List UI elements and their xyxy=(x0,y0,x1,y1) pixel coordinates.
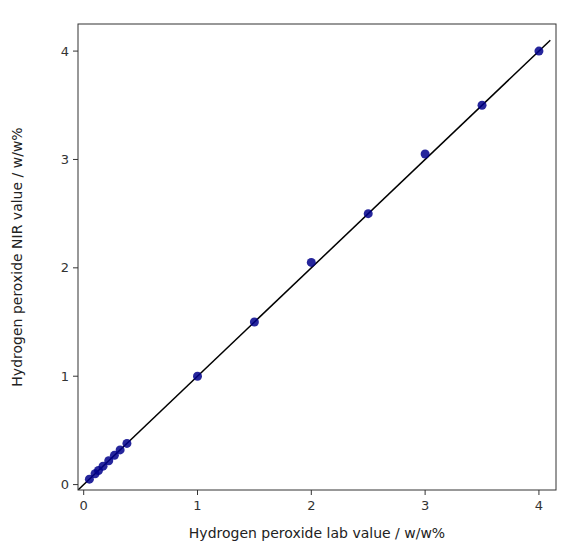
x-axis-label: Hydrogen peroxide lab value / w/w% xyxy=(189,525,445,541)
y-tick xyxy=(73,159,78,160)
y-tick-label: 0 xyxy=(61,477,69,492)
scatter-point xyxy=(478,101,487,110)
x-tick-label: 3 xyxy=(421,498,429,513)
scatter-point xyxy=(307,258,316,267)
x-tick-label: 0 xyxy=(80,498,88,513)
x-tick-label: 2 xyxy=(307,498,315,513)
y-tick xyxy=(73,484,78,485)
x-tick xyxy=(311,490,312,495)
scatter-point xyxy=(122,439,131,448)
plot-area xyxy=(78,40,550,490)
scatter-point xyxy=(193,372,202,381)
plot-frame xyxy=(78,24,556,490)
y-tick-label: 4 xyxy=(61,44,69,59)
x-tick-label: 1 xyxy=(193,498,201,513)
y-axis-label: Hydrogen peroxide NIR value / w/w% xyxy=(9,127,25,386)
y-tick-label: 2 xyxy=(61,260,69,275)
y-tick-label: 1 xyxy=(61,369,69,384)
scatter-point xyxy=(250,318,259,327)
y-tick xyxy=(73,51,78,52)
reference-line xyxy=(78,40,550,490)
x-tick xyxy=(538,490,539,495)
chart-container: 0 1 2 3 4 0 1 2 3 4 Hydrogen peroxide lab value / … xyxy=(0,0,580,556)
y-tick xyxy=(73,376,78,377)
chart: 0 1 2 3 4 0 1 2 3 4 Hydrogen peroxide lab value / … xyxy=(0,0,580,556)
y-tick-label: 3 xyxy=(61,152,69,167)
x-tick xyxy=(425,490,426,495)
scatter-point xyxy=(364,209,373,218)
x-tick xyxy=(197,490,198,495)
y-tick xyxy=(73,267,78,268)
scatter-point xyxy=(421,150,430,159)
x-tick-label: 4 xyxy=(535,498,543,513)
scatter-point xyxy=(116,445,125,454)
x-tick xyxy=(83,490,84,495)
scatter-point xyxy=(534,47,543,56)
